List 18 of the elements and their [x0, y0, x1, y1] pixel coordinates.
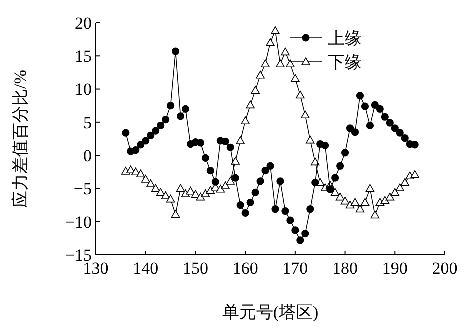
x-axis-title: 单元号(塔区) — [222, 303, 319, 322]
legend-label: 下缘 — [328, 52, 362, 72]
x-tick-label: 140 — [133, 259, 159, 278]
y-tick-label: 0 — [84, 146, 92, 166]
y-tick-label: 10 — [75, 80, 92, 100]
x-tick-label: 200 — [432, 259, 458, 278]
legend-label: 上缘 — [328, 28, 362, 48]
y-tick-label: 20 — [75, 14, 92, 33]
x-tick-label: 180 — [332, 259, 358, 278]
y-tick-label: −10 — [65, 212, 92, 232]
y-axis-title: 应力差值百分比/% — [11, 70, 30, 208]
y-tick-label: 5 — [84, 113, 92, 132]
x-tick-label: 160 — [232, 259, 258, 278]
x-tick-label: 190 — [382, 259, 408, 278]
y-tick-label: −5 — [74, 180, 92, 199]
x-tick-label: 170 — [282, 259, 308, 278]
x-tick-label: 150 — [182, 259, 208, 278]
y-tick-label: 15 — [75, 47, 92, 66]
